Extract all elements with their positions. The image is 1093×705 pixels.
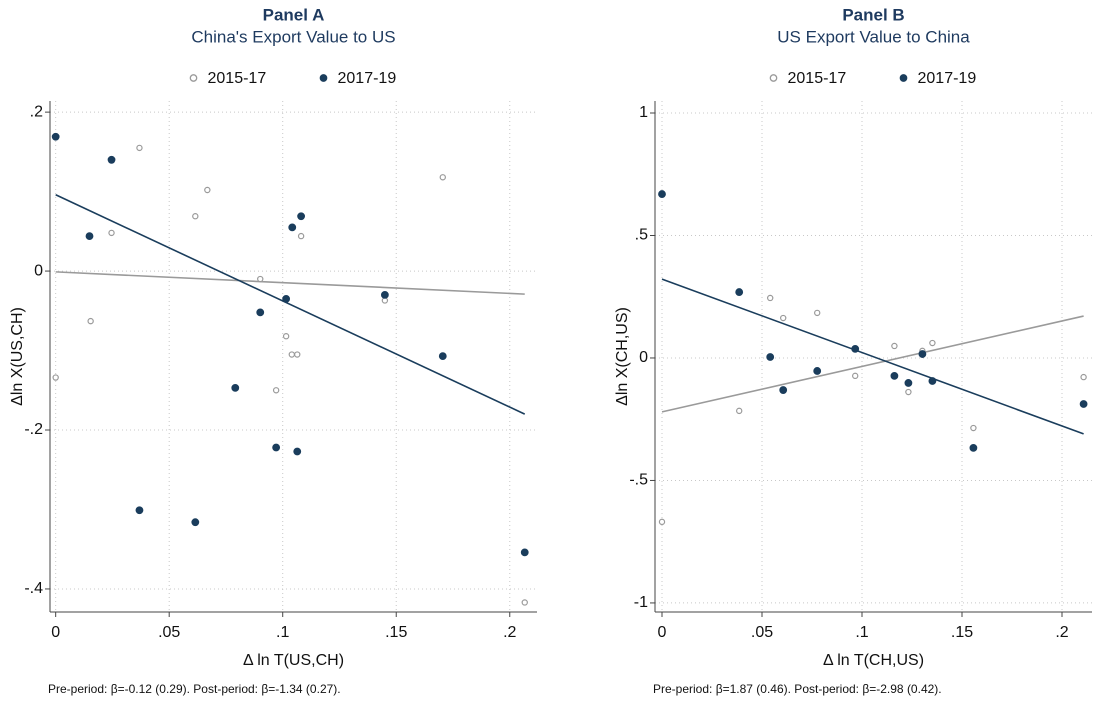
point xyxy=(970,424,977,432)
y-tick-label: 0 xyxy=(639,349,648,366)
point xyxy=(766,353,775,361)
point xyxy=(905,388,912,396)
point xyxy=(658,518,666,526)
x-tick-label: .05 xyxy=(158,624,180,641)
point xyxy=(767,294,774,302)
point xyxy=(87,317,94,325)
point xyxy=(928,377,937,385)
point xyxy=(904,379,913,387)
point xyxy=(293,447,302,456)
x-tick-label: .15 xyxy=(951,624,973,641)
fit-line xyxy=(661,278,1084,435)
legend-label: 2015-17 xyxy=(208,70,267,87)
point xyxy=(192,213,199,220)
point xyxy=(852,372,859,380)
point xyxy=(282,333,290,340)
panel-subtitle: China's Export Value to US xyxy=(191,27,395,46)
point xyxy=(297,232,305,240)
x-axis-title: Δ ln T(US,CH) xyxy=(243,652,344,669)
x-tick-label: .15 xyxy=(385,624,407,641)
point xyxy=(204,186,211,194)
point xyxy=(272,387,280,394)
panel-title: Panel B xyxy=(842,5,904,24)
point xyxy=(735,288,744,296)
point xyxy=(929,339,936,347)
point xyxy=(380,291,389,299)
point xyxy=(272,443,281,452)
legend-label: 2017-19 xyxy=(338,70,397,87)
point xyxy=(52,374,59,381)
y-tick-label: -.5 xyxy=(629,472,648,489)
point xyxy=(256,308,265,317)
x-tick-label: .1 xyxy=(276,624,289,641)
legend-marker xyxy=(189,74,198,82)
legend-label: 2017-19 xyxy=(918,70,977,87)
note: Pre-period: β=-0.12 (0.29). Post-period:… xyxy=(48,682,341,696)
y-axis-title: Δln X(CH,US) xyxy=(614,307,631,406)
x-tick-label: 0 xyxy=(658,624,667,641)
point xyxy=(257,275,264,283)
point xyxy=(814,309,821,317)
point xyxy=(439,174,446,181)
point xyxy=(891,342,898,350)
point xyxy=(294,351,301,358)
panel-subtitle: US Export Value to China xyxy=(777,27,970,46)
point xyxy=(288,351,295,358)
x-tick-label: .2 xyxy=(1055,624,1068,641)
legend-marker xyxy=(319,74,328,82)
fit-line xyxy=(661,315,1084,413)
point xyxy=(136,144,143,152)
y-axis-title: Δln X(US,CH) xyxy=(9,307,26,406)
legend-marker xyxy=(899,74,908,82)
point xyxy=(108,229,115,237)
point xyxy=(813,367,822,375)
point xyxy=(1080,373,1087,381)
point xyxy=(231,383,240,392)
point xyxy=(736,407,743,415)
point xyxy=(191,518,200,527)
y-tick-label: .2 xyxy=(30,103,43,120)
note: Pre-period: β=1.87 (0.46). Post-period: … xyxy=(653,682,942,696)
x-tick-label: 0 xyxy=(51,624,60,641)
y-tick-label: 1 xyxy=(639,104,648,121)
fit-line xyxy=(55,194,526,415)
legend-marker xyxy=(769,74,778,82)
x-tick-label: .2 xyxy=(503,624,516,641)
legend-label: 2015-17 xyxy=(788,70,847,87)
point xyxy=(918,350,927,358)
point xyxy=(890,371,899,380)
point xyxy=(85,232,94,241)
y-tick-label: .5 xyxy=(635,227,648,244)
x-tick-label: .1 xyxy=(855,624,868,641)
point xyxy=(135,506,144,515)
point xyxy=(658,190,666,198)
y-tick-label: -.2 xyxy=(24,421,43,438)
y-tick-label: -.4 xyxy=(24,580,43,597)
fit-line xyxy=(55,271,525,295)
panel-title: Panel A xyxy=(263,5,325,24)
point xyxy=(520,548,529,557)
y-tick-label: -1 xyxy=(634,594,648,611)
point xyxy=(521,599,528,606)
point xyxy=(1079,400,1088,408)
point xyxy=(107,155,116,164)
point xyxy=(851,345,860,353)
point xyxy=(282,294,291,303)
point xyxy=(288,223,297,232)
x-axis-title: Δ ln T(CH,US) xyxy=(823,652,924,669)
point xyxy=(51,132,60,141)
point xyxy=(779,386,788,394)
point xyxy=(780,314,787,322)
point xyxy=(969,443,978,452)
y-tick-label: 0 xyxy=(34,262,43,279)
x-tick-label: .05 xyxy=(751,624,773,641)
point xyxy=(438,352,447,361)
point xyxy=(297,212,306,221)
